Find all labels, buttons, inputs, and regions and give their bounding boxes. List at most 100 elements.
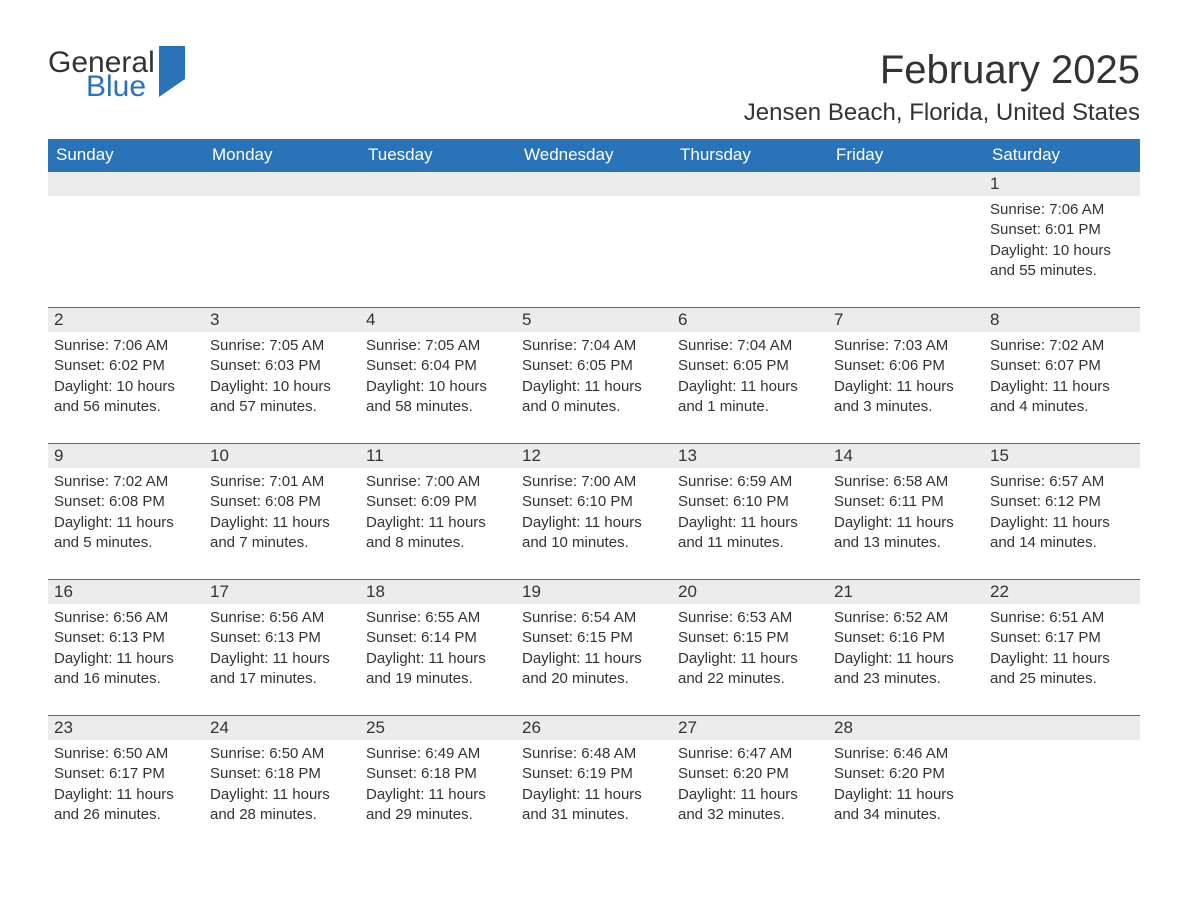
day-details: Sunrise: 6:56 AMSunset: 6:13 PMDaylight:…: [204, 604, 360, 693]
day-day2: and 1 minute.: [678, 397, 822, 417]
day-details: Sunrise: 7:03 AMSunset: 6:06 PMDaylight:…: [828, 332, 984, 421]
day-day1: Daylight: 11 hours: [522, 785, 666, 805]
day-day1: Daylight: 11 hours: [678, 513, 822, 533]
day-day2: and 28 minutes.: [210, 805, 354, 825]
calendar-cell: 9Sunrise: 7:02 AMSunset: 6:08 PMDaylight…: [48, 444, 204, 580]
day-sunset: Sunset: 6:17 PM: [54, 764, 198, 784]
day-details: Sunrise: 6:47 AMSunset: 6:20 PMDaylight:…: [672, 740, 828, 829]
calendar-cell: 28Sunrise: 6:46 AMSunset: 6:20 PMDayligh…: [828, 716, 984, 852]
day-number: 9: [48, 444, 204, 468]
calendar-cell: [516, 172, 672, 308]
calendar-cell: [204, 172, 360, 308]
day-day1: Daylight: 11 hours: [834, 513, 978, 533]
day-sunset: Sunset: 6:04 PM: [366, 356, 510, 376]
day-sunset: Sunset: 6:19 PM: [522, 764, 666, 784]
day-day2: and 11 minutes.: [678, 533, 822, 553]
day-day2: and 31 minutes.: [522, 805, 666, 825]
day-sunrise: Sunrise: 6:56 AM: [210, 608, 354, 628]
day-details: Sunrise: 6:58 AMSunset: 6:11 PMDaylight:…: [828, 468, 984, 557]
day-sunrise: Sunrise: 6:51 AM: [990, 608, 1134, 628]
month-title: February 2025: [744, 48, 1140, 93]
day-day1: Daylight: 11 hours: [990, 649, 1134, 669]
day-day1: Daylight: 11 hours: [210, 513, 354, 533]
day-details: Sunrise: 7:05 AMSunset: 6:04 PMDaylight:…: [360, 332, 516, 421]
day-sunrise: Sunrise: 7:06 AM: [54, 336, 198, 356]
day-number: 27: [672, 716, 828, 740]
day-number: 6: [672, 308, 828, 332]
calendar-table: SundayMondayTuesdayWednesdayThursdayFrid…: [48, 139, 1140, 852]
day-day1: Daylight: 11 hours: [54, 785, 198, 805]
day-number: 25: [360, 716, 516, 740]
weekday-header: Sunday: [48, 139, 204, 172]
day-sunrise: Sunrise: 7:04 AM: [678, 336, 822, 356]
day-day1: Daylight: 11 hours: [990, 377, 1134, 397]
day-number: 20: [672, 580, 828, 604]
weekday-header: Monday: [204, 139, 360, 172]
day-number: 2: [48, 308, 204, 332]
day-number: 23: [48, 716, 204, 740]
title-block: February 2025 Jensen Beach, Florida, Uni…: [744, 48, 1140, 135]
day-day2: and 34 minutes.: [834, 805, 978, 825]
weekday-header-row: SundayMondayTuesdayWednesdayThursdayFrid…: [48, 139, 1140, 172]
calendar-cell: 19Sunrise: 6:54 AMSunset: 6:15 PMDayligh…: [516, 580, 672, 716]
day-details: Sunrise: 6:57 AMSunset: 6:12 PMDaylight:…: [984, 468, 1140, 557]
calendar-cell: 7Sunrise: 7:03 AMSunset: 6:06 PMDaylight…: [828, 308, 984, 444]
day-details: Sunrise: 7:02 AMSunset: 6:08 PMDaylight:…: [48, 468, 204, 557]
day-details: Sunrise: 6:50 AMSunset: 6:18 PMDaylight:…: [204, 740, 360, 829]
day-number: 13: [672, 444, 828, 468]
day-number: 22: [984, 580, 1140, 604]
calendar-cell: 14Sunrise: 6:58 AMSunset: 6:11 PMDayligh…: [828, 444, 984, 580]
day-day1: Daylight: 11 hours: [834, 649, 978, 669]
calendar-week-row: 1Sunrise: 7:06 AMSunset: 6:01 PMDaylight…: [48, 172, 1140, 308]
day-sunrise: Sunrise: 7:05 AM: [366, 336, 510, 356]
day-number: 17: [204, 580, 360, 604]
day-day2: and 22 minutes.: [678, 669, 822, 689]
day-number: 19: [516, 580, 672, 604]
day-number: 7: [828, 308, 984, 332]
day-sunrise: Sunrise: 6:52 AM: [834, 608, 978, 628]
day-number: 11: [360, 444, 516, 468]
calendar-cell: 25Sunrise: 6:49 AMSunset: 6:18 PMDayligh…: [360, 716, 516, 852]
day-day1: Daylight: 11 hours: [522, 377, 666, 397]
day-sunset: Sunset: 6:13 PM: [210, 628, 354, 648]
day-sunset: Sunset: 6:17 PM: [990, 628, 1134, 648]
calendar-week-row: 2Sunrise: 7:06 AMSunset: 6:02 PMDaylight…: [48, 308, 1140, 444]
calendar-cell: 27Sunrise: 6:47 AMSunset: 6:20 PMDayligh…: [672, 716, 828, 852]
day-number: [672, 172, 828, 196]
day-day1: Daylight: 11 hours: [366, 513, 510, 533]
calendar-cell: [672, 172, 828, 308]
day-sunset: Sunset: 6:03 PM: [210, 356, 354, 376]
calendar-week-row: 23Sunrise: 6:50 AMSunset: 6:17 PMDayligh…: [48, 716, 1140, 852]
day-number: 3: [204, 308, 360, 332]
day-number: 5: [516, 308, 672, 332]
weekday-header: Saturday: [984, 139, 1140, 172]
day-details: Sunrise: 6:54 AMSunset: 6:15 PMDaylight:…: [516, 604, 672, 693]
day-sunset: Sunset: 6:15 PM: [522, 628, 666, 648]
calendar-cell: 12Sunrise: 7:00 AMSunset: 6:10 PMDayligh…: [516, 444, 672, 580]
day-day1: Daylight: 11 hours: [678, 649, 822, 669]
day-number: [984, 716, 1140, 740]
calendar-cell: 18Sunrise: 6:55 AMSunset: 6:14 PMDayligh…: [360, 580, 516, 716]
day-sunrise: Sunrise: 7:05 AM: [210, 336, 354, 356]
brand-sail-icon: [159, 46, 185, 97]
day-number: 4: [360, 308, 516, 332]
day-sunrise: Sunrise: 6:48 AM: [522, 744, 666, 764]
day-day1: Daylight: 11 hours: [834, 377, 978, 397]
calendar-cell: [48, 172, 204, 308]
day-details: Sunrise: 6:48 AMSunset: 6:19 PMDaylight:…: [516, 740, 672, 829]
day-day2: and 19 minutes.: [366, 669, 510, 689]
day-number: 8: [984, 308, 1140, 332]
day-day1: Daylight: 10 hours: [210, 377, 354, 397]
day-sunset: Sunset: 6:18 PM: [210, 764, 354, 784]
day-sunrise: Sunrise: 7:06 AM: [990, 200, 1134, 220]
weekday-header: Wednesday: [516, 139, 672, 172]
calendar-cell: 5Sunrise: 7:04 AMSunset: 6:05 PMDaylight…: [516, 308, 672, 444]
day-day2: and 56 minutes.: [54, 397, 198, 417]
day-sunset: Sunset: 6:20 PM: [834, 764, 978, 784]
day-sunrise: Sunrise: 6:50 AM: [210, 744, 354, 764]
day-sunrise: Sunrise: 7:00 AM: [366, 472, 510, 492]
calendar-cell: 8Sunrise: 7:02 AMSunset: 6:07 PMDaylight…: [984, 308, 1140, 444]
calendar-body: 1Sunrise: 7:06 AMSunset: 6:01 PMDaylight…: [48, 172, 1140, 852]
day-sunrise: Sunrise: 6:47 AM: [678, 744, 822, 764]
calendar-week-row: 16Sunrise: 6:56 AMSunset: 6:13 PMDayligh…: [48, 580, 1140, 716]
